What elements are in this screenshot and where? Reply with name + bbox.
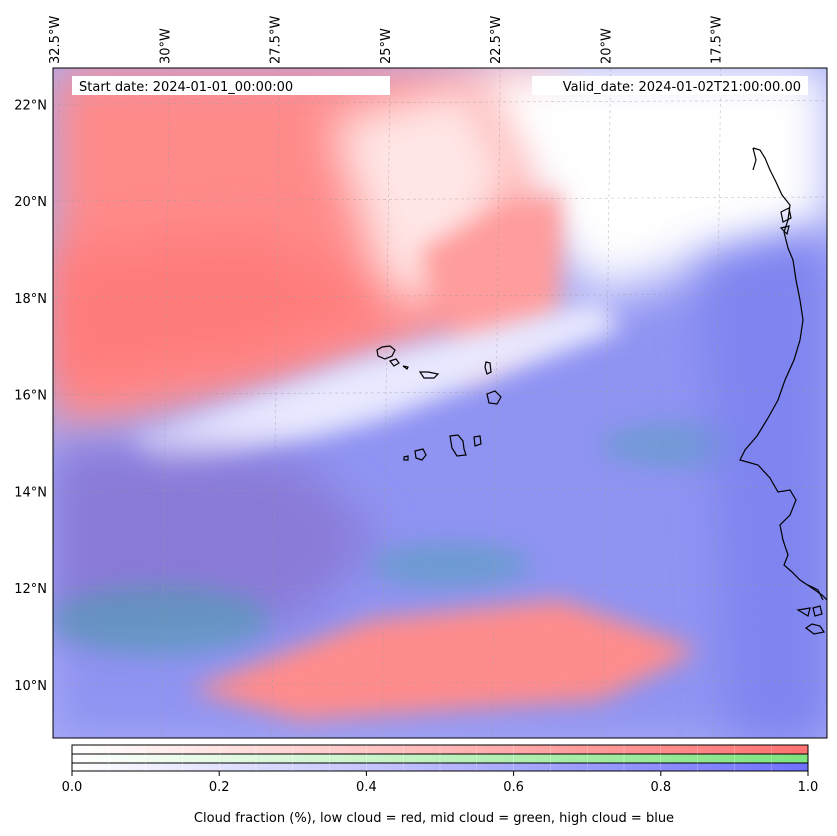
colorbar-tick-label: 0.4 — [356, 780, 377, 795]
latitude-label: 12°N — [14, 582, 47, 597]
longitude-label: 17.5°W — [710, 16, 725, 64]
meridian-gridline — [161, 68, 170, 738]
meridian-gridline — [381, 68, 391, 738]
map-gridlines — [53, 68, 827, 738]
longitude-label: 32.5°W — [48, 16, 63, 64]
island-coast-c — [807, 584, 824, 601]
island-sal — [484, 361, 492, 375]
colorbar-tick-label: 0.2 — [209, 780, 230, 795]
start-date-label: Start date: 2024-01-01_00:00:00 — [79, 80, 293, 95]
latitude-labels: 10°N 12°N 14°N 16°N 18°N 20°N 22°N — [14, 98, 47, 694]
longitude-label: 20°W — [599, 28, 614, 64]
meridian-gridline — [491, 68, 501, 738]
colorbar-tick-label: 0.8 — [650, 780, 671, 795]
longitude-label: 27.5°W — [269, 16, 284, 64]
island-boa-vista — [486, 390, 502, 405]
meridian-gridline — [712, 68, 722, 738]
island-brava — [403, 455, 409, 461]
cloud-field — [53, 68, 827, 738]
start-date-box — [72, 76, 390, 95]
latitude-label: 10°N — [14, 679, 47, 694]
island-fogo — [414, 448, 427, 461]
latitude-label: 22°N — [14, 98, 47, 113]
colorbar-tick-label: 0.0 — [62, 780, 83, 795]
island-maio — [473, 435, 482, 447]
island-coast-a — [780, 207, 792, 223]
island-santiago — [449, 434, 467, 457]
colorbar: 0.0 0.2 0.4 0.6 0.8 1.0 — [62, 744, 819, 795]
longitude-label: 22.5°W — [489, 16, 504, 64]
map-frame — [52, 67, 828, 739]
latitude-label: 16°N — [14, 389, 47, 404]
africa-inlet — [752, 147, 757, 171]
meridian-gridline — [602, 68, 611, 738]
colorbar-tick-label: 1.0 — [798, 780, 819, 795]
island-sao-nicolau — [418, 371, 440, 379]
island-sao-vicente — [388, 358, 400, 367]
longitude-labels: 32.5°W 30°W 27.5°W 25°W 22.5°W 20°W 17.5°W — [48, 16, 725, 64]
colorbar-ticks: 0.0 0.2 0.4 0.6 0.8 1.0 — [62, 745, 819, 795]
longitude-label: 25°W — [379, 28, 394, 64]
coastline — [376, 147, 827, 635]
valid-date-label: Valid_date: 2024-01-02T21:00:00.00 — [563, 80, 801, 95]
island-santo-antao — [376, 345, 396, 360]
meridian-gridline — [271, 68, 281, 738]
longitude-label: 30°W — [158, 28, 173, 64]
island-coast-f — [804, 623, 825, 635]
africa-coastline — [739, 147, 827, 601]
latitude-label: 14°N — [14, 485, 47, 500]
island-coast-d — [796, 607, 811, 617]
latitude-label: 20°N — [14, 195, 47, 210]
colorbar-caption: Cloud fraction (%), low cloud = red, mid… — [194, 811, 674, 826]
colorbar-tick-label: 0.6 — [503, 780, 524, 795]
island-coast-b — [779, 225, 790, 236]
island-santa-luzia — [402, 365, 409, 370]
island-coast-e — [812, 605, 823, 617]
latitude-label: 18°N — [14, 292, 47, 307]
valid-date-box — [532, 76, 808, 95]
